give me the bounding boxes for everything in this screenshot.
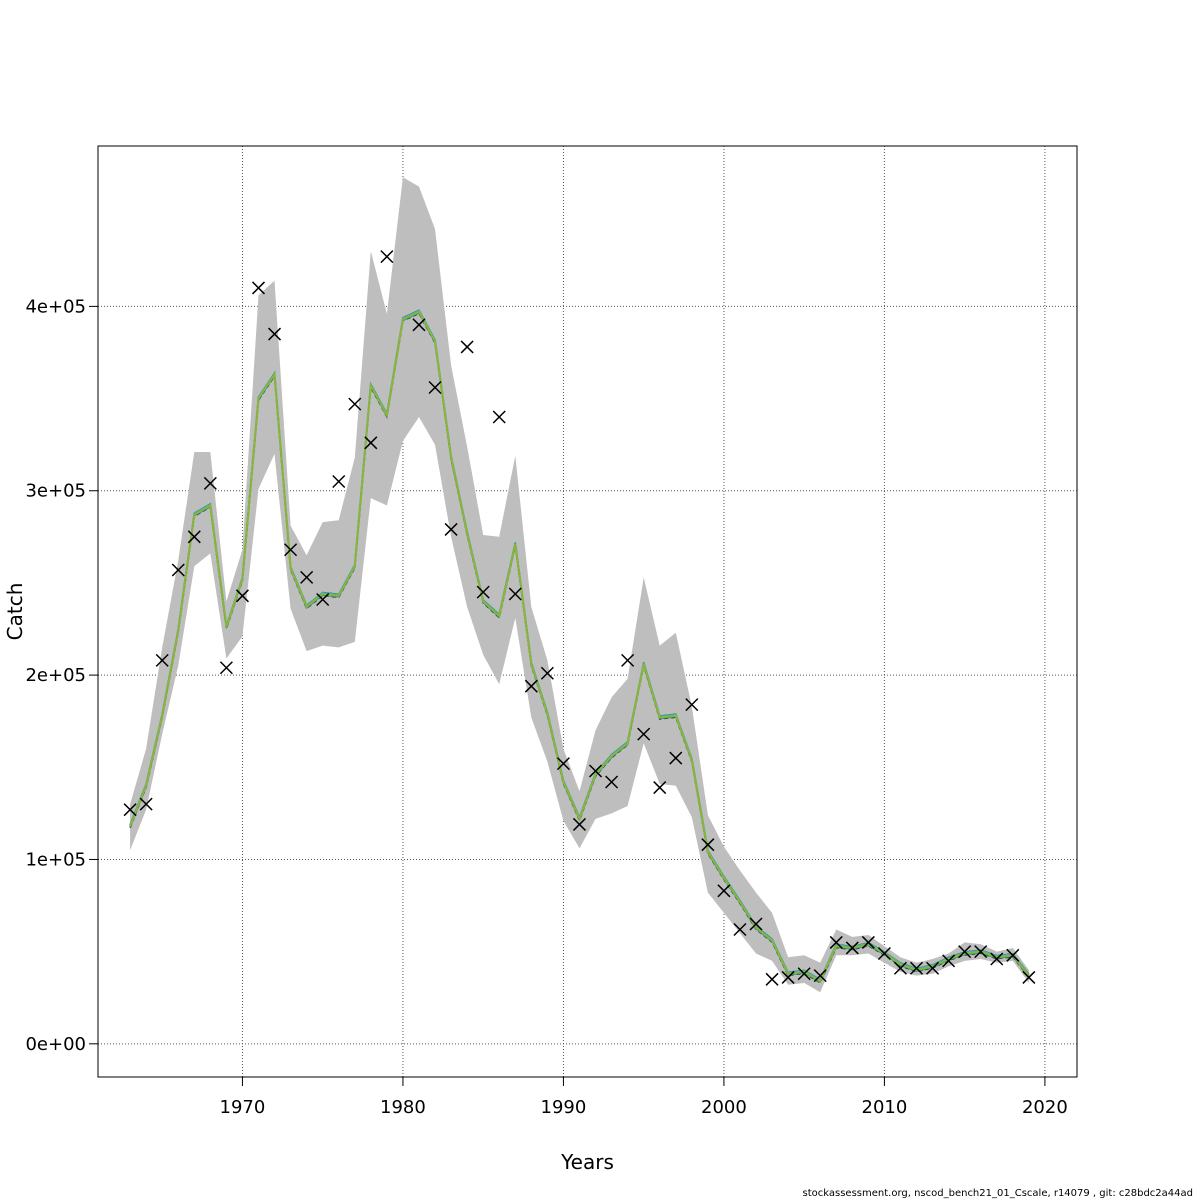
fitted-lines [129,309,1030,984]
observed-point [428,380,442,395]
observed-point [171,563,185,577]
observed-point [219,661,233,675]
confidence-band [130,177,1029,993]
observed-point [958,945,972,959]
y-tick-label: 2e+05 [25,665,86,686]
y-tick-label: 1e+05 [25,849,86,870]
observed-point [669,751,683,765]
observed-point [460,340,474,354]
observed-points [123,250,1036,986]
observed-point [733,922,747,937]
observed-point [765,972,779,986]
observed-point [621,653,635,667]
observed-point [1022,970,1036,984]
observed-point [845,941,859,955]
observed-point [556,757,570,771]
x-tick-label: 1980 [380,1097,426,1118]
y-axis: 0e+00 1e+05 2e+05 3e+05 4e+05 [25,296,98,1055]
y-tick-label: 3e+05 [25,481,86,502]
observed-point [605,775,619,789]
y-tick-label: 4e+05 [25,296,86,317]
y-axis-label: Catch [3,583,27,641]
observed-point [926,961,940,975]
observed-point [476,585,490,599]
observed-point [284,543,298,557]
observed-point [123,803,137,817]
observed-point [861,935,875,949]
observed-point [701,838,715,852]
plot-frame [97,145,1078,1078]
y-tick-label: 0e+00 [25,1034,86,1055]
observed-point [155,653,169,667]
x-axis: 1970 1980 1990 2000 2010 2020 [220,1077,1068,1118]
observed-point [797,967,811,981]
observed-point [139,797,153,811]
observed-point [251,281,266,295]
x-tick-label: 2000 [701,1097,747,1118]
x-tick-label: 1990 [541,1097,587,1118]
observed-point [203,476,217,490]
x-tick-label: 2010 [862,1097,908,1118]
observed-point [492,410,506,424]
footer-note: stockassessment.org, nscod_bench21_01_Cs… [802,1188,1193,1199]
observed-point [1006,948,1020,962]
observed-point [990,952,1004,966]
observed-point [268,327,282,341]
observed-point [942,954,956,968]
observed-point [717,884,731,898]
x-tick-label: 2020 [1022,1097,1068,1118]
observed-point [893,961,907,975]
observed-point [412,318,426,332]
fit-line-main [129,310,1030,983]
observed-point [300,570,314,584]
x-axis-label: Years [560,1150,614,1174]
observed-point [637,727,651,741]
observed-point [813,969,827,983]
observed-point [524,679,538,693]
observed-point [332,474,346,489]
observed-point [235,589,249,603]
observed-point [653,781,667,795]
observed-point [877,946,891,961]
observed-point [685,698,699,712]
confidence-band-area [130,177,1029,993]
observed-point [588,764,603,778]
observed-point [781,970,795,984]
observed-point [187,530,201,544]
observed-point [444,522,458,536]
observed-point [380,250,394,264]
observed-point [364,436,378,450]
observed-point [974,945,988,959]
observed-point [316,592,330,607]
x-tick-label: 1970 [220,1097,266,1118]
observed-point [540,666,554,680]
observed-point [829,935,843,949]
observed-point [508,587,522,601]
observed-point [348,397,362,411]
observed-point [572,817,587,831]
observed-point [909,961,924,975]
observed-point [749,917,763,931]
